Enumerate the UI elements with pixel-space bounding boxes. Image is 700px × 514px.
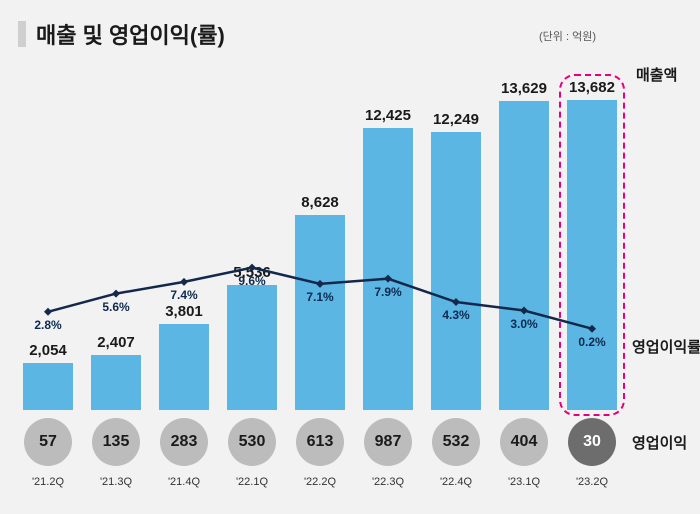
op-margin-pct-label: 7.4% <box>170 288 197 302</box>
op-margin-pct-label: 5.6% <box>102 300 129 314</box>
x-axis-label: '22.4Q <box>422 476 490 488</box>
op-margin-line <box>14 60 626 410</box>
op-margin-pct-label: 7.1% <box>306 290 333 304</box>
x-axis-label: '23.2Q <box>558 476 626 488</box>
x-axis-label: '22.3Q <box>354 476 422 488</box>
op-margin-pct-label: 2.8% <box>34 318 61 332</box>
x-axis-label: '23.1Q <box>490 476 558 488</box>
side-label-op-margin: 영업이익률 <box>632 336 700 357</box>
op-profit-circle: 30 <box>568 418 616 466</box>
op-profit-circle: 532 <box>432 418 480 466</box>
line-marker <box>248 264 256 272</box>
x-axis-label: '21.4Q <box>150 476 218 488</box>
line-marker <box>316 280 324 288</box>
op-profit-circle: 404 <box>500 418 548 466</box>
line-marker <box>180 278 188 286</box>
op-profit-circle: 987 <box>364 418 412 466</box>
op-profit-circle: 135 <box>92 418 140 466</box>
line-marker <box>384 275 392 283</box>
op-profit-circle: 283 <box>160 418 208 466</box>
title-accent-bar <box>18 21 26 47</box>
op-margin-pct-label: 4.3% <box>442 308 469 322</box>
unit-label: (단위 : 억원) <box>539 28 596 44</box>
op-margin-pct-label: 9.6% <box>238 274 265 288</box>
line-marker <box>452 298 460 306</box>
chart-area: 2,0542,4073,8015,5368,62812,42512,24913,… <box>14 60 626 410</box>
op-profit-circle: 530 <box>228 418 276 466</box>
op-margin-pct-label: 0.2% <box>578 335 605 349</box>
op-profit-circle: 57 <box>24 418 72 466</box>
line-marker <box>520 307 528 315</box>
x-axis-label: '21.2Q <box>14 476 82 488</box>
chart-title: 매출 및 영업이익(률) <box>36 18 225 50</box>
chart-title-row: 매출 및 영업이익(률) <box>18 18 225 50</box>
line-marker <box>588 325 596 333</box>
op-margin-pct-label: 7.9% <box>374 285 401 299</box>
op-profit-circle: 613 <box>296 418 344 466</box>
x-axis-label: '22.2Q <box>286 476 354 488</box>
x-axis-label: '21.3Q <box>82 476 150 488</box>
x-axis-labels: '21.2Q'21.3Q'21.4Q'22.1Q'22.2Q'22.3Q'22.… <box>14 476 626 488</box>
x-axis-label: '22.1Q <box>218 476 286 488</box>
line-marker <box>112 290 120 298</box>
side-label-op-profit: 영업이익 <box>632 432 687 453</box>
side-label-revenue: 매출액 <box>636 64 677 85</box>
line-marker <box>44 308 52 316</box>
op-profit-circles: 57 135 283 530 613 987 532 404 30 <box>14 418 626 466</box>
op-margin-pct-label: 3.0% <box>510 317 537 331</box>
